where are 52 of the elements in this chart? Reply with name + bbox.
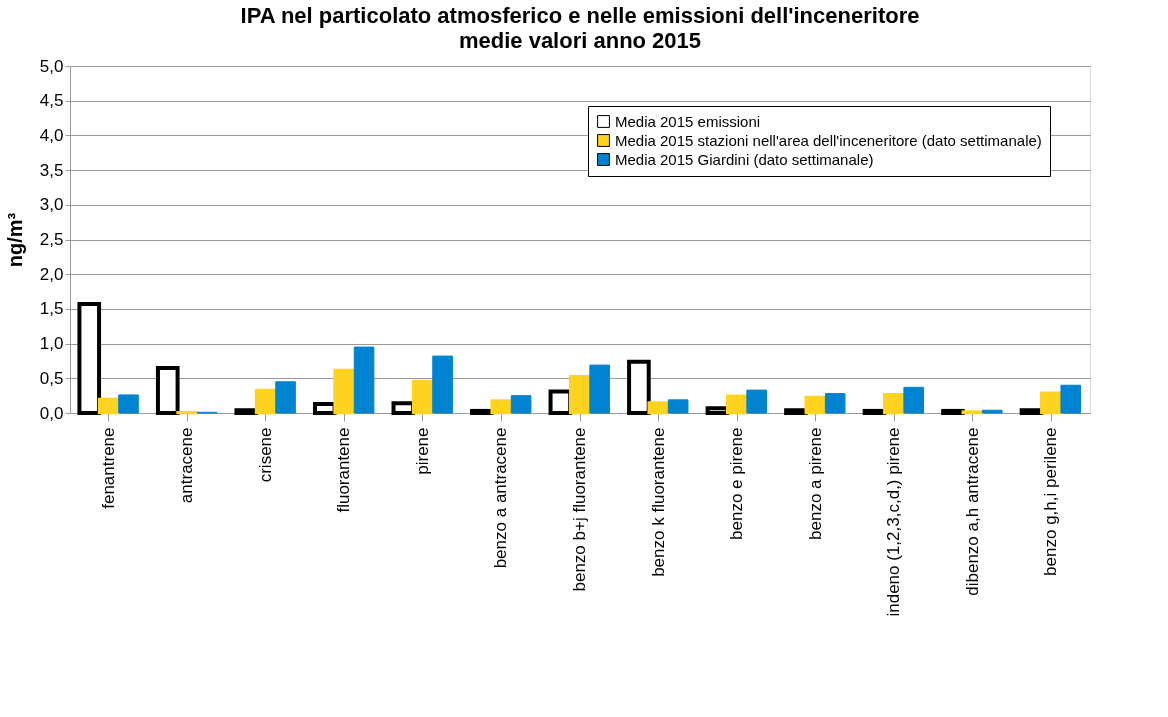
chart-title: IPA nel particolato atmosferico e nelle emissioni dell'inceneritore xyxy=(240,3,920,28)
y-tick-label: 3,0 xyxy=(39,195,64,215)
bar xyxy=(510,395,532,414)
bar xyxy=(275,381,296,414)
bar xyxy=(667,399,689,414)
x-tick-label: benzo e pirene xyxy=(727,427,747,540)
bar xyxy=(490,399,513,415)
bar xyxy=(432,355,453,414)
x-tick-label: crisene xyxy=(255,427,275,483)
bar xyxy=(97,397,120,415)
y-tick-label: 4,0 xyxy=(39,125,64,145)
bar xyxy=(589,364,610,414)
y-tick-label: 5,0 xyxy=(39,56,64,76)
x-tick-label: benzo b+j fluorantene xyxy=(570,427,589,592)
x-tick-label: fluorantene xyxy=(334,427,354,513)
bar xyxy=(903,386,925,414)
bar xyxy=(824,393,846,414)
x-tick-label: benzo k fluorantene xyxy=(648,427,668,577)
bar xyxy=(746,389,767,414)
y-tick-label: 1,5 xyxy=(39,299,64,319)
x-tick-label: benzo a antracene xyxy=(491,427,511,569)
y-axis-title: ng/m³ xyxy=(3,212,26,268)
bar xyxy=(568,374,592,415)
legend-label: Media 2015 stazioni nell'area dell'inceneritore (dato settimanale) xyxy=(615,131,1042,149)
x-tick-label: indeno (1,2,3,c,d,) pirene xyxy=(884,427,904,617)
bar xyxy=(804,395,827,415)
bar xyxy=(333,368,356,415)
bar xyxy=(254,388,277,415)
x-tick-label: antracene xyxy=(177,427,197,504)
y-tick-label: 0,0 xyxy=(39,403,64,423)
bar xyxy=(647,401,670,415)
bar xyxy=(353,346,375,414)
legend-label: Media 2015 Giardini (dato settimanale) xyxy=(615,150,874,168)
legend-label: Media 2015 emissioni xyxy=(615,112,761,130)
y-tick-label: 4,5 xyxy=(39,91,64,111)
y-tick-label: 1,0 xyxy=(39,334,64,354)
x-tick-label: benzo a pirene xyxy=(805,427,825,540)
y-tick-label: 0,5 xyxy=(39,368,64,388)
bar xyxy=(725,394,749,415)
x-tick-label: fenantrene xyxy=(98,427,118,509)
bar xyxy=(118,394,139,414)
bar xyxy=(411,379,435,415)
y-tick-label: 2,5 xyxy=(39,230,64,249)
bar xyxy=(883,393,906,415)
bar xyxy=(981,409,1003,414)
y-tick-label: 2,0 xyxy=(39,264,64,284)
bar xyxy=(1060,384,1082,414)
x-tick-label: pirene xyxy=(412,427,432,475)
chart-subtitle: medie valori anno 2015 xyxy=(458,28,702,53)
x-tick-label: dibenzo a,h antracene xyxy=(962,427,982,596)
x-tick-label: benzo g,h,i perilene xyxy=(1041,427,1061,576)
y-tick-label: 3,5 xyxy=(39,160,64,180)
